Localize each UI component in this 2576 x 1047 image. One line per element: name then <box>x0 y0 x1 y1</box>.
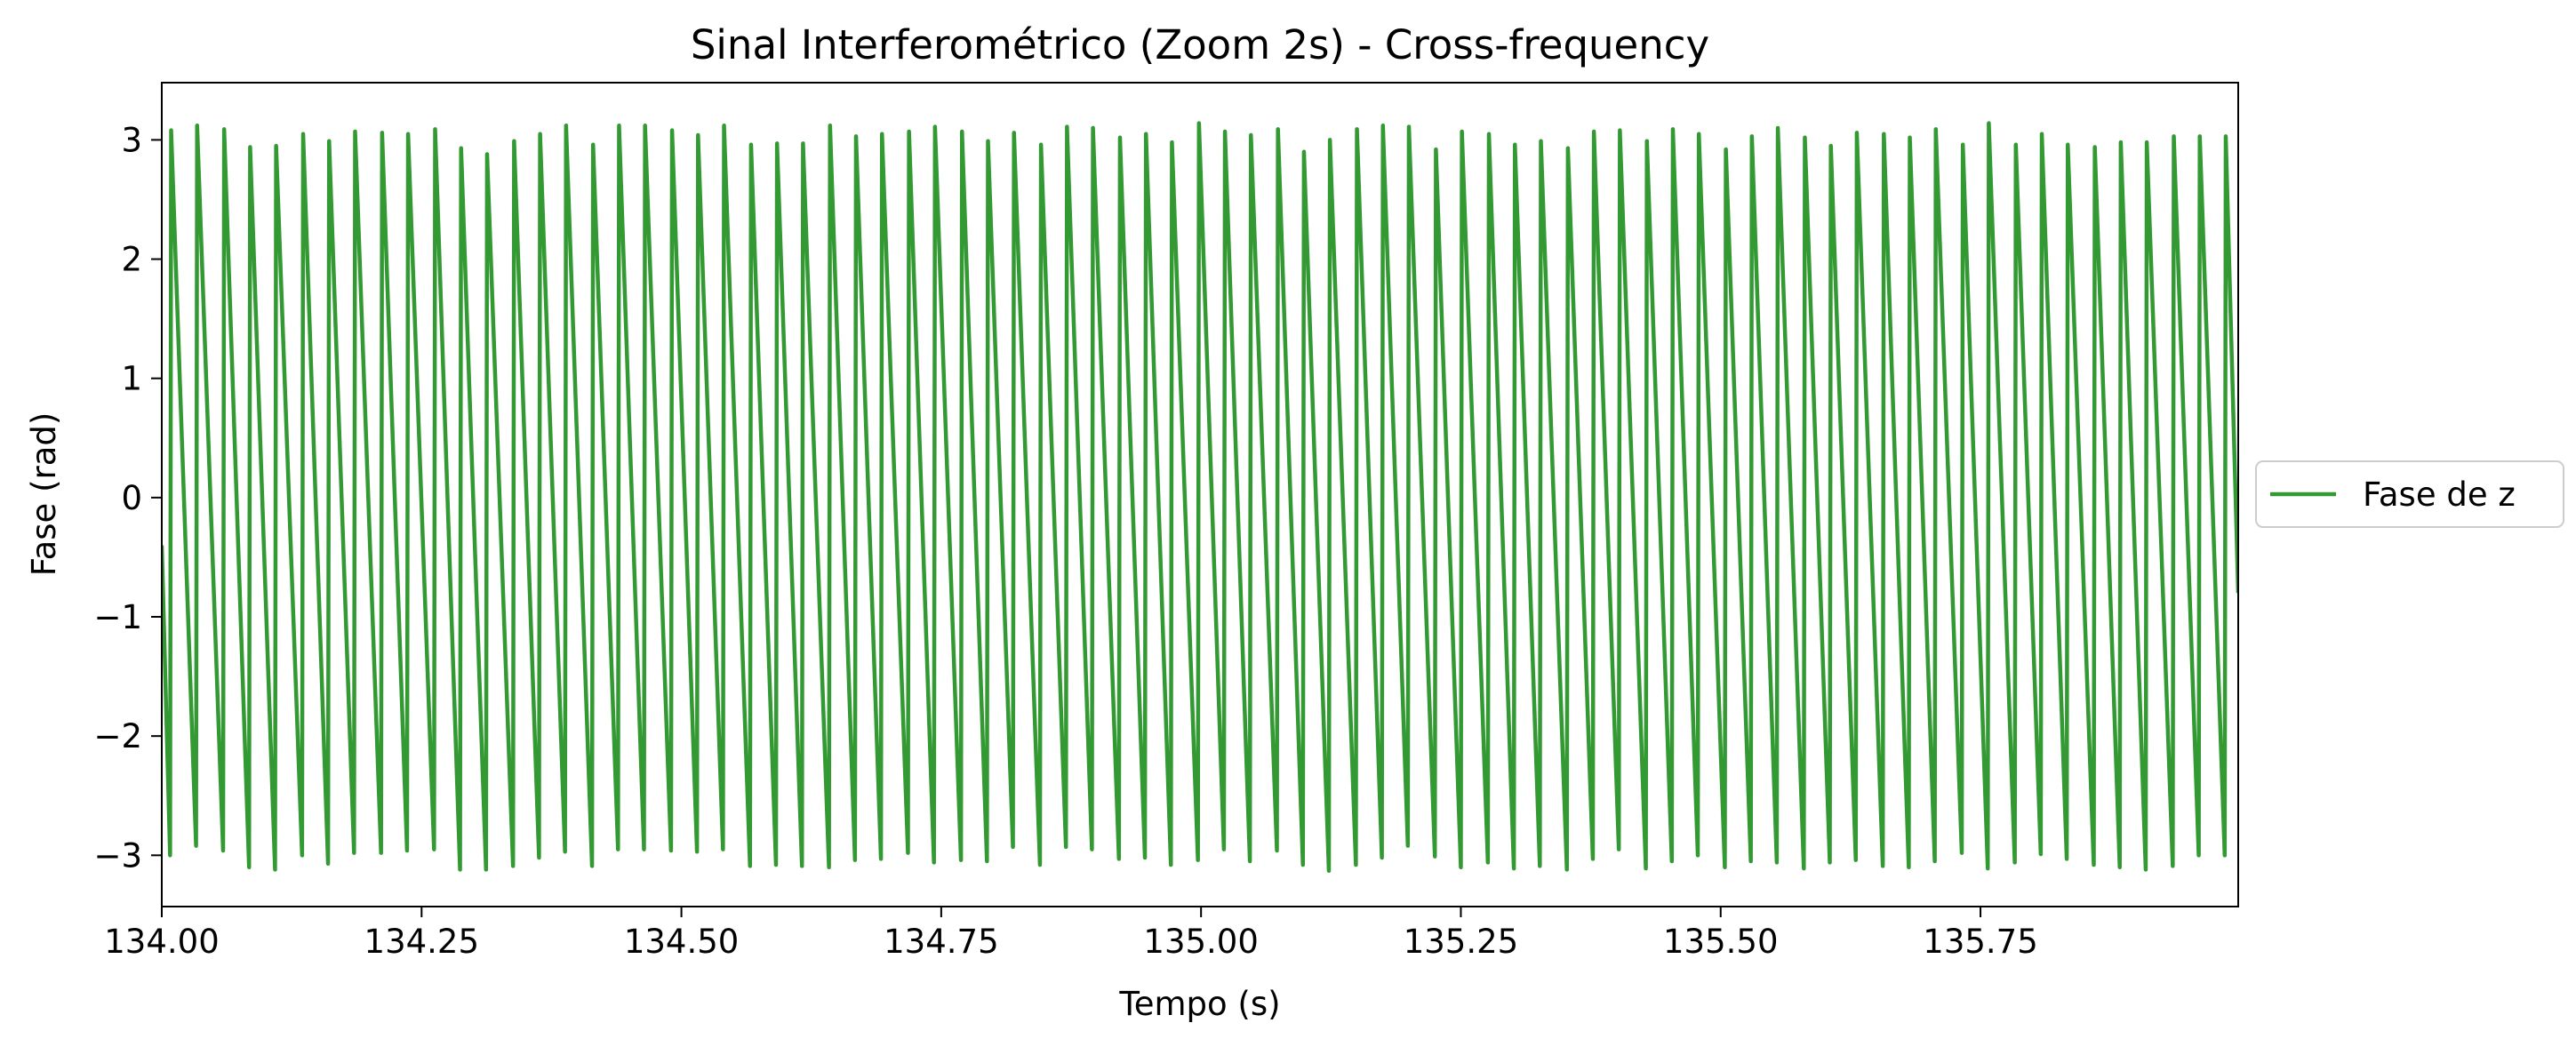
legend-label: Fase de z <box>2363 476 2516 514</box>
y-tick-label: −1 <box>93 598 142 636</box>
x-tick-label: 134.50 <box>624 923 739 961</box>
x-tick-label: 135.25 <box>1404 923 1518 961</box>
y-tick-label: 2 <box>121 241 142 279</box>
y-axis-label: Fase (rad) <box>25 412 63 577</box>
legend-box <box>2255 460 2564 528</box>
data-line <box>162 121 2238 873</box>
x-tick-label: 134.75 <box>884 923 998 961</box>
x-tick-label: 135.75 <box>1923 923 2037 961</box>
y-tick-label: 3 <box>121 121 142 159</box>
y-tick-label: −2 <box>93 717 142 755</box>
chart-title: Sinal Interferométrico (Zoom 2s) - Cross… <box>691 21 1709 68</box>
x-tick-label: 135.00 <box>1143 923 1258 961</box>
x-tick-label: 134.25 <box>364 923 479 961</box>
x-axis-label: Tempo (s) <box>1118 985 1280 1023</box>
x-tick-label: 135.50 <box>1663 923 1778 961</box>
x-tick-label: 134.00 <box>104 923 219 961</box>
y-tick-label: −3 <box>93 836 142 875</box>
plot-frame <box>161 82 2239 907</box>
y-tick-label: 1 <box>121 360 142 398</box>
y-tick-label: 0 <box>121 479 142 517</box>
